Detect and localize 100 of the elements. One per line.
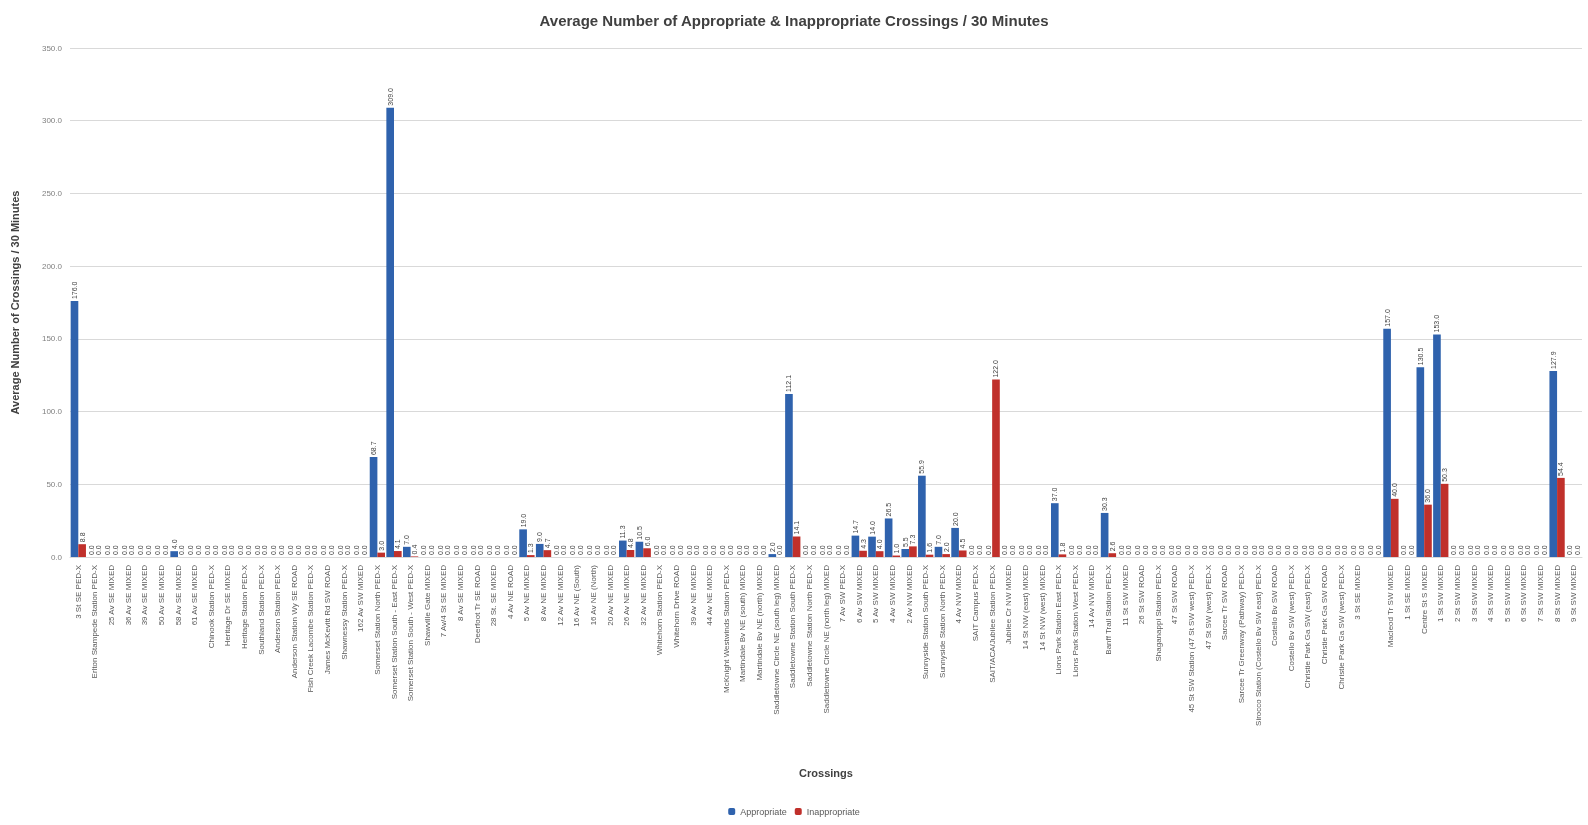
bar — [1549, 371, 1558, 557]
y-tick-label: 300.0 — [41, 116, 63, 126]
bar — [635, 541, 644, 557]
bar — [1557, 477, 1565, 557]
bar — [918, 475, 926, 557]
x-tick-label: 16 Av NE (North) — [588, 564, 598, 626]
x-tick-label: 5 Av NE MIXED — [522, 564, 532, 622]
x-tick-label: Somerset Station South - East PED-X — [389, 564, 399, 700]
bar — [1100, 512, 1109, 557]
x-tick-label: 26 St SW ROAD — [1137, 564, 1147, 625]
bar — [1390, 498, 1399, 557]
bar — [377, 552, 386, 557]
x-tick-label: 36 Av SE MIXED — [123, 564, 133, 626]
x-tick-label: 4 St SW MIXED — [1486, 564, 1496, 622]
x-tick-label: 1 St SE MIXED — [1403, 564, 1413, 620]
y-tick-label: 250.0 — [41, 188, 63, 198]
x-tick-label: Jubilee Cr NW MIXED — [1004, 564, 1014, 645]
bar — [859, 550, 867, 557]
x-tick-label: 8 Av SE MIXED — [455, 564, 465, 621]
bar — [1424, 504, 1432, 557]
x-tick-label: 61 Av SE MIXED — [190, 564, 200, 626]
bar — [942, 554, 950, 557]
x-tick-label: 5 Av SW MIXED — [871, 564, 881, 624]
legend-label: Appropriate — [740, 806, 787, 817]
bar — [402, 546, 411, 557]
x-tick-label: 3 St SE MIXED — [1353, 564, 1363, 620]
y-axis-title: Average Number of Crossings / 30 Minutes — [8, 190, 21, 415]
x-axis-title: Crossings — [799, 766, 853, 779]
x-tick-label: 14 St NW (west) MIXED — [1037, 564, 1047, 651]
x-tick-label: Sunnyside Station North PED-X — [937, 564, 947, 678]
x-tick-label: 3 St SW MIXED — [1469, 564, 1479, 622]
bar — [394, 551, 402, 557]
bar — [785, 393, 793, 557]
x-tick-label: 3 St SE PED-X — [73, 564, 83, 619]
x-tick-label: Christie Park Ga SW ROAD — [1319, 564, 1329, 665]
bar — [535, 543, 544, 557]
x-tick-label: McKnight Westwinds Station PED-X — [721, 564, 731, 693]
x-tick-label: 44 Av NE MIXED — [705, 564, 715, 626]
x-tick-label: Macleod Tr SW MIXED — [1386, 564, 1396, 648]
bar — [958, 550, 967, 557]
x-tick-label: Whitehorn Drive ROAD — [671, 564, 681, 648]
x-tick-label: 5 St SW MIXED — [1502, 564, 1512, 622]
x-tick-label: Fish Creek Lacombe Station PED-X — [306, 564, 316, 693]
x-tick-label: Sarcee Tr SW ROAD — [1220, 564, 1230, 641]
x-tick-label: Martindale Bv NE (south) MIXED — [738, 564, 748, 682]
x-tick-label: 39 Av NE MIXED — [688, 564, 698, 626]
x-tick-label: 7 St SW MIXED — [1535, 564, 1545, 622]
chart-title: Average Number of Appropriate & Inappropriate Crossings / 30 Minutes — [539, 12, 1049, 29]
bar — [643, 548, 651, 557]
bar — [1058, 554, 1067, 557]
bar — [1050, 503, 1059, 557]
x-tick-label: 6 St SW MIXED — [1519, 564, 1529, 622]
bar — [626, 550, 635, 557]
legend-label: Inappropriate — [806, 806, 860, 817]
x-tick-label: Heritage Station PED-X — [239, 564, 249, 650]
bar — [992, 379, 1000, 557]
bar — [934, 546, 943, 557]
y-tick-label: 150.0 — [41, 334, 63, 344]
bar — [901, 549, 910, 557]
bar — [78, 544, 86, 557]
x-tick-label: 4 Av NW MIXED — [954, 564, 964, 624]
x-tick-label: Chinook Station PED-X — [206, 564, 216, 649]
x-tick-label: Anderson Station Wy SE ROAD — [289, 564, 299, 679]
bar — [868, 536, 876, 557]
bar — [386, 107, 394, 557]
x-tick-label: Shawnessy Station PED-X — [339, 564, 349, 660]
x-tick-label: Somerset Station South - West PED-X — [406, 564, 416, 702]
x-tick-label: Christie Park Ga SW (east) PED-X — [1303, 564, 1313, 689]
x-tick-label: Costello Bv SW ROAD — [1270, 564, 1280, 646]
x-tick-label: Lions Park Station West PED-X — [1070, 564, 1080, 677]
bar — [543, 550, 552, 557]
x-tick-label: 28 St. SE MIXED — [489, 564, 499, 627]
x-tick-label: Banff Trail Station PED-X — [1103, 564, 1113, 655]
x-tick-label: 25 Av SE MIXED — [107, 564, 117, 626]
x-tick-label: Shawville Gate MIXED — [422, 564, 432, 646]
x-tick-label: Centre St S MIXED — [1419, 564, 1429, 634]
bar — [369, 457, 378, 557]
x-tick-label: Christie Park Ga SW (west) PED-X — [1336, 564, 1346, 690]
x-tick-label: Deerfoot Tr SE ROAD — [472, 564, 482, 644]
x-tick-label: Sunnyside Station South PED-X — [921, 564, 931, 680]
x-tick-label: Lions Park Station East PED-X — [1054, 564, 1064, 675]
x-tick-label: 58 Av SE MIXED — [173, 564, 183, 626]
x-tick-label: Saddletowne Circle NE (south leg) MIXED — [771, 564, 781, 715]
x-tick-label: 50 Av SE MIXED — [156, 564, 166, 626]
x-tick-label: Whitehorn Station PED-X — [655, 564, 665, 656]
x-tick-label: 9 St SW MIXED — [1569, 564, 1579, 622]
x-tick-label: 4 Av SW MIXED — [887, 564, 897, 624]
x-tick-label: Sirocco Station (Costello Bv SW east) PED-X — [1253, 564, 1263, 726]
y-tick-label: 50.0 — [46, 479, 63, 489]
bar — [792, 536, 801, 557]
bar — [519, 529, 527, 557]
x-tick-label: 1 St SW MIXED — [1436, 564, 1446, 622]
bar — [851, 535, 860, 557]
x-tick-label: Martindale Bv NE (north) MIXED — [755, 564, 765, 681]
x-tick-label: Erlton Stampede Station PED-X — [90, 564, 100, 679]
bar — [1440, 483, 1449, 557]
x-tick-label: 7 Av/4 St SE MIXED — [439, 564, 449, 638]
y-tick-label: 0.0 — [50, 552, 63, 562]
x-tick-label: James McKevitt Rd SW ROAD — [323, 564, 333, 675]
bar — [1433, 334, 1441, 557]
